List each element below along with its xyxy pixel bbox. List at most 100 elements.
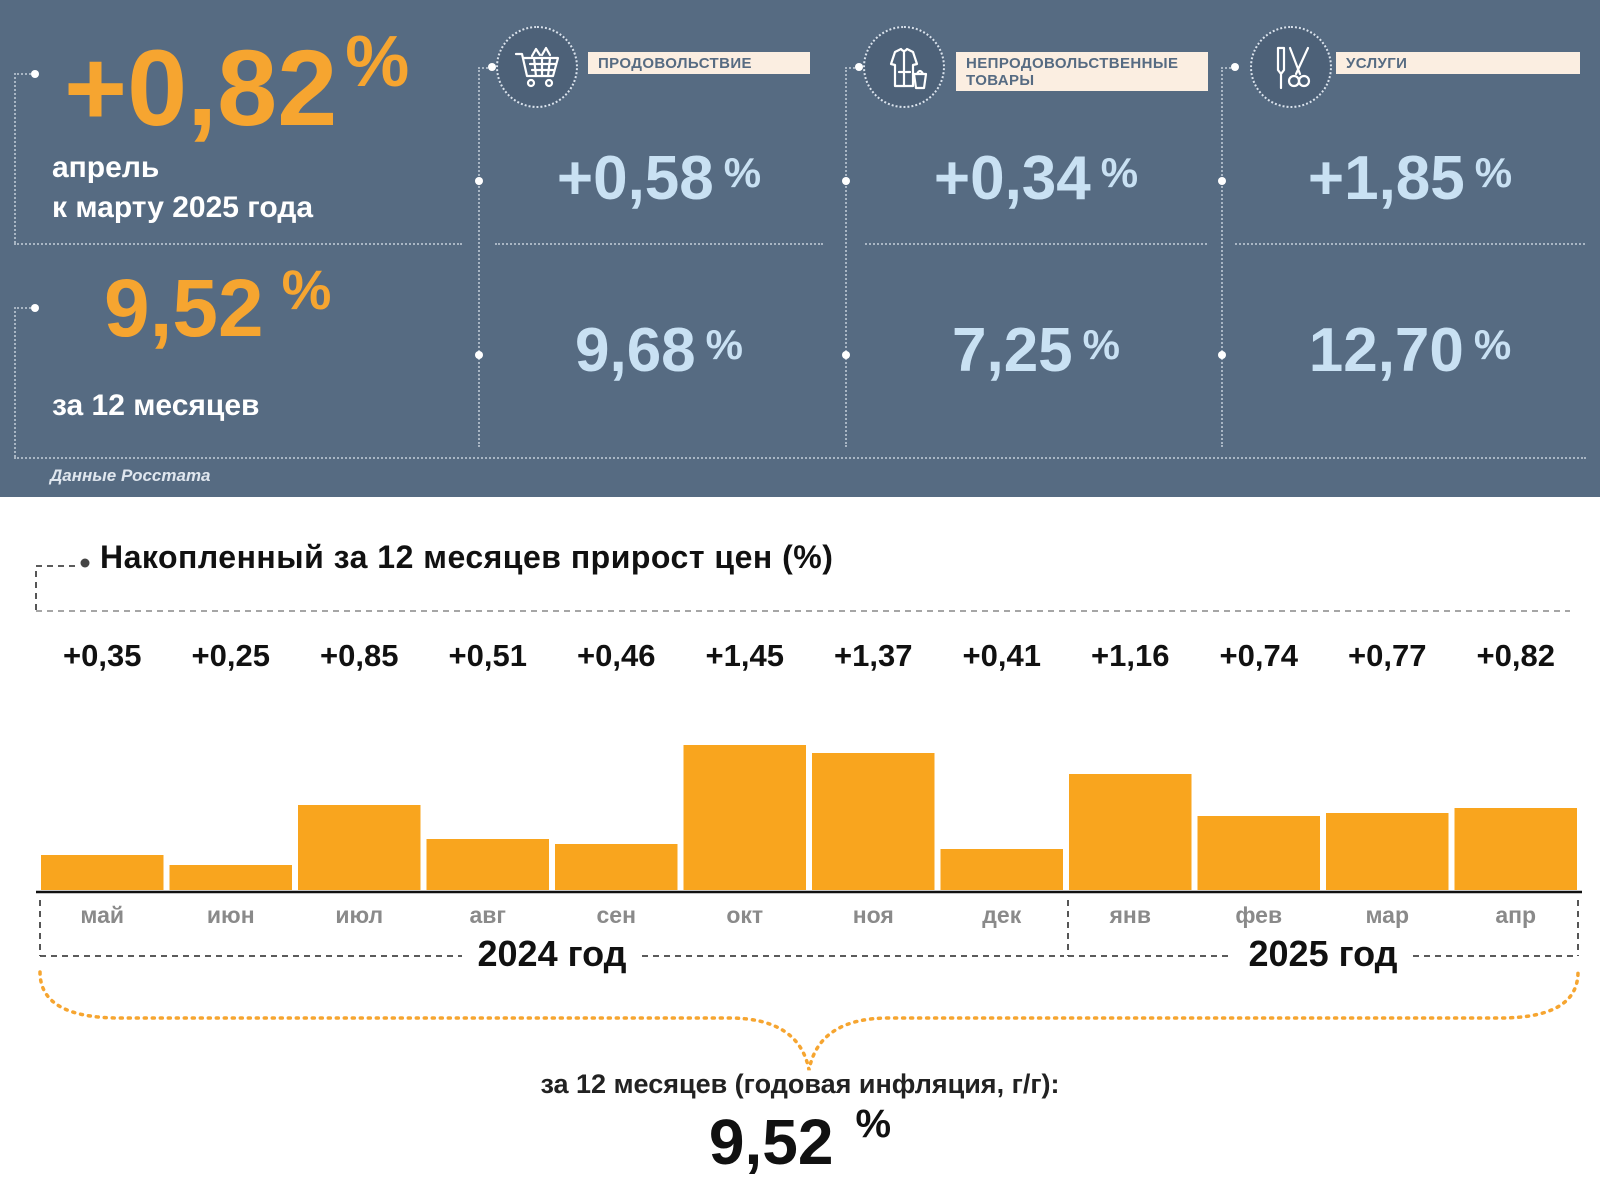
connector-dot xyxy=(842,177,850,185)
category-label-food: ПРОДОВОЛЬСТВИЕ xyxy=(588,52,810,74)
data-source-note: Данные Росстата xyxy=(50,466,211,485)
annual-total-brace xyxy=(38,970,1580,1071)
monthly-caption: апрель к марту 2025 года xyxy=(52,148,313,228)
annual-inflation-total: 9,52% xyxy=(0,1104,1600,1174)
nonfood-annual-text: 7,25 xyxy=(951,316,1073,385)
value-label: +0,85 xyxy=(320,638,398,673)
value-label: +0,46 xyxy=(577,638,655,673)
percent-sign: % xyxy=(1100,149,1139,196)
bar-июн xyxy=(169,865,292,890)
row-divider-line xyxy=(14,457,1586,459)
bar-авг xyxy=(426,839,549,890)
percent-sign: % xyxy=(723,149,762,196)
tools-icon xyxy=(1250,26,1332,108)
left-frame-line xyxy=(14,73,34,75)
month-tick-label: мар xyxy=(1365,902,1409,928)
category-label-services: УСЛУГИ xyxy=(1336,52,1580,74)
connector-dot xyxy=(475,351,483,359)
connector-dot xyxy=(855,63,863,71)
value-label: +0,77 xyxy=(1348,638,1426,673)
monthly-inflation-value: +0,82% xyxy=(64,26,409,142)
month-tick-label: янв xyxy=(1109,902,1151,928)
month-tick-label: июн xyxy=(207,902,255,928)
value-label: +0,74 xyxy=(1220,638,1299,673)
percent-sign: % xyxy=(705,321,744,368)
value-label: +0,35 xyxy=(63,638,141,673)
services-annual-text: 12,70 xyxy=(1308,316,1464,385)
category-label-line: ТОВАРЫ xyxy=(966,72,1035,89)
bar-ноя xyxy=(812,753,935,890)
percent-sign: % xyxy=(345,22,410,102)
annual-inflation-total-text: 9,52 xyxy=(708,1106,834,1178)
annual-inflation-label: за 12 месяцев (годовая инфляция, г/г): xyxy=(540,1069,1060,1099)
connector-dot xyxy=(31,304,39,312)
value-label: +0,41 xyxy=(963,638,1041,673)
month-tick-label: окт xyxy=(726,902,763,928)
category-label-nonfood: НЕПРОДОВОЛЬСТВЕННЫЕ ТОВАРЫ xyxy=(956,52,1208,91)
bar-мар xyxy=(1326,813,1449,890)
services-monthly-text: +1,85 xyxy=(1307,144,1465,213)
connector-dot xyxy=(1231,63,1239,71)
food-monthly-value: +0,58% xyxy=(495,148,823,210)
monthly-caption-line: апрель xyxy=(52,151,160,184)
category-frame-line xyxy=(478,67,480,447)
category-frame-line xyxy=(845,67,847,447)
bar-май xyxy=(41,855,164,890)
value-label: +1,16 xyxy=(1091,638,1169,673)
value-label: +0,25 xyxy=(192,638,270,673)
row-divider-line xyxy=(1235,243,1585,245)
category-frame-line xyxy=(1221,67,1235,69)
category-frame-line xyxy=(1221,67,1223,447)
percent-sign: % xyxy=(1474,149,1513,196)
connector-dot xyxy=(31,70,39,78)
row-divider-line xyxy=(495,243,823,245)
month-tick-label: апр xyxy=(1495,902,1536,928)
bar-июл xyxy=(298,805,421,890)
services-monthly-value: +1,85% xyxy=(1235,148,1585,210)
connector-dot xyxy=(1218,177,1226,185)
food-monthly-text: +0,58 xyxy=(556,144,714,213)
month-tick-label: ноя xyxy=(853,902,894,928)
chart-bars xyxy=(41,745,1577,890)
bar-янв xyxy=(1069,774,1192,890)
services-annual-value: 12,70% xyxy=(1235,320,1585,382)
connector-dot xyxy=(488,63,496,71)
chart-title: Накопленный за 12 месяцев прирост цен (%… xyxy=(100,539,834,575)
year-label: 2025 год xyxy=(1249,933,1398,974)
connector-dot xyxy=(1218,351,1226,359)
month-tick-label: фев xyxy=(1235,902,1282,928)
bar-фев xyxy=(1197,816,1320,890)
value-label: +0,82 xyxy=(1477,638,1555,673)
value-label: +0,51 xyxy=(449,638,527,673)
category-frame-line xyxy=(478,67,492,69)
month-tick-label: сен xyxy=(597,902,636,928)
annual-value-text: 9,52 xyxy=(104,263,264,354)
category-label-line: НЕПРОДОВОЛЬСТВЕННЫЕ xyxy=(966,55,1179,72)
row-divider-line xyxy=(14,243,462,245)
bar-окт xyxy=(683,745,806,890)
annual-caption: за 12 месяцев xyxy=(52,389,260,422)
bar-сен xyxy=(555,844,678,890)
value-label: +1,37 xyxy=(834,638,912,673)
percent-sign: % xyxy=(1473,321,1512,368)
monthly-value-text: +0,82 xyxy=(64,27,338,148)
connector-dot xyxy=(475,177,483,185)
left-frame-line xyxy=(14,73,16,243)
monthly-caption-line: к марту 2025 года xyxy=(52,191,314,224)
food-annual-text: 9,68 xyxy=(574,316,696,385)
nonfood-monthly-value: +0,34% xyxy=(865,148,1207,210)
category-label-line: ПРОДОВОЛЬСТВИЕ xyxy=(598,55,752,72)
annual-inflation-value: 9,52% xyxy=(104,262,331,350)
month-tick-label: дек xyxy=(982,902,1021,928)
title-connector-line xyxy=(35,565,78,610)
row-divider-line xyxy=(865,243,1207,245)
connector-dot xyxy=(842,351,850,359)
category-frame-line xyxy=(845,67,859,69)
year-label: 2024 год xyxy=(478,933,627,974)
value-label: +1,45 xyxy=(706,638,784,673)
chart-labels: +0,35 май +0,25 июн +0,85 июл +0,51 авг +0,46 сен… xyxy=(63,638,1555,974)
clothing-icon xyxy=(863,26,945,108)
food-annual-value: 9,68% xyxy=(495,320,823,382)
connector-dot xyxy=(80,558,90,568)
bar-апр xyxy=(1454,808,1577,890)
